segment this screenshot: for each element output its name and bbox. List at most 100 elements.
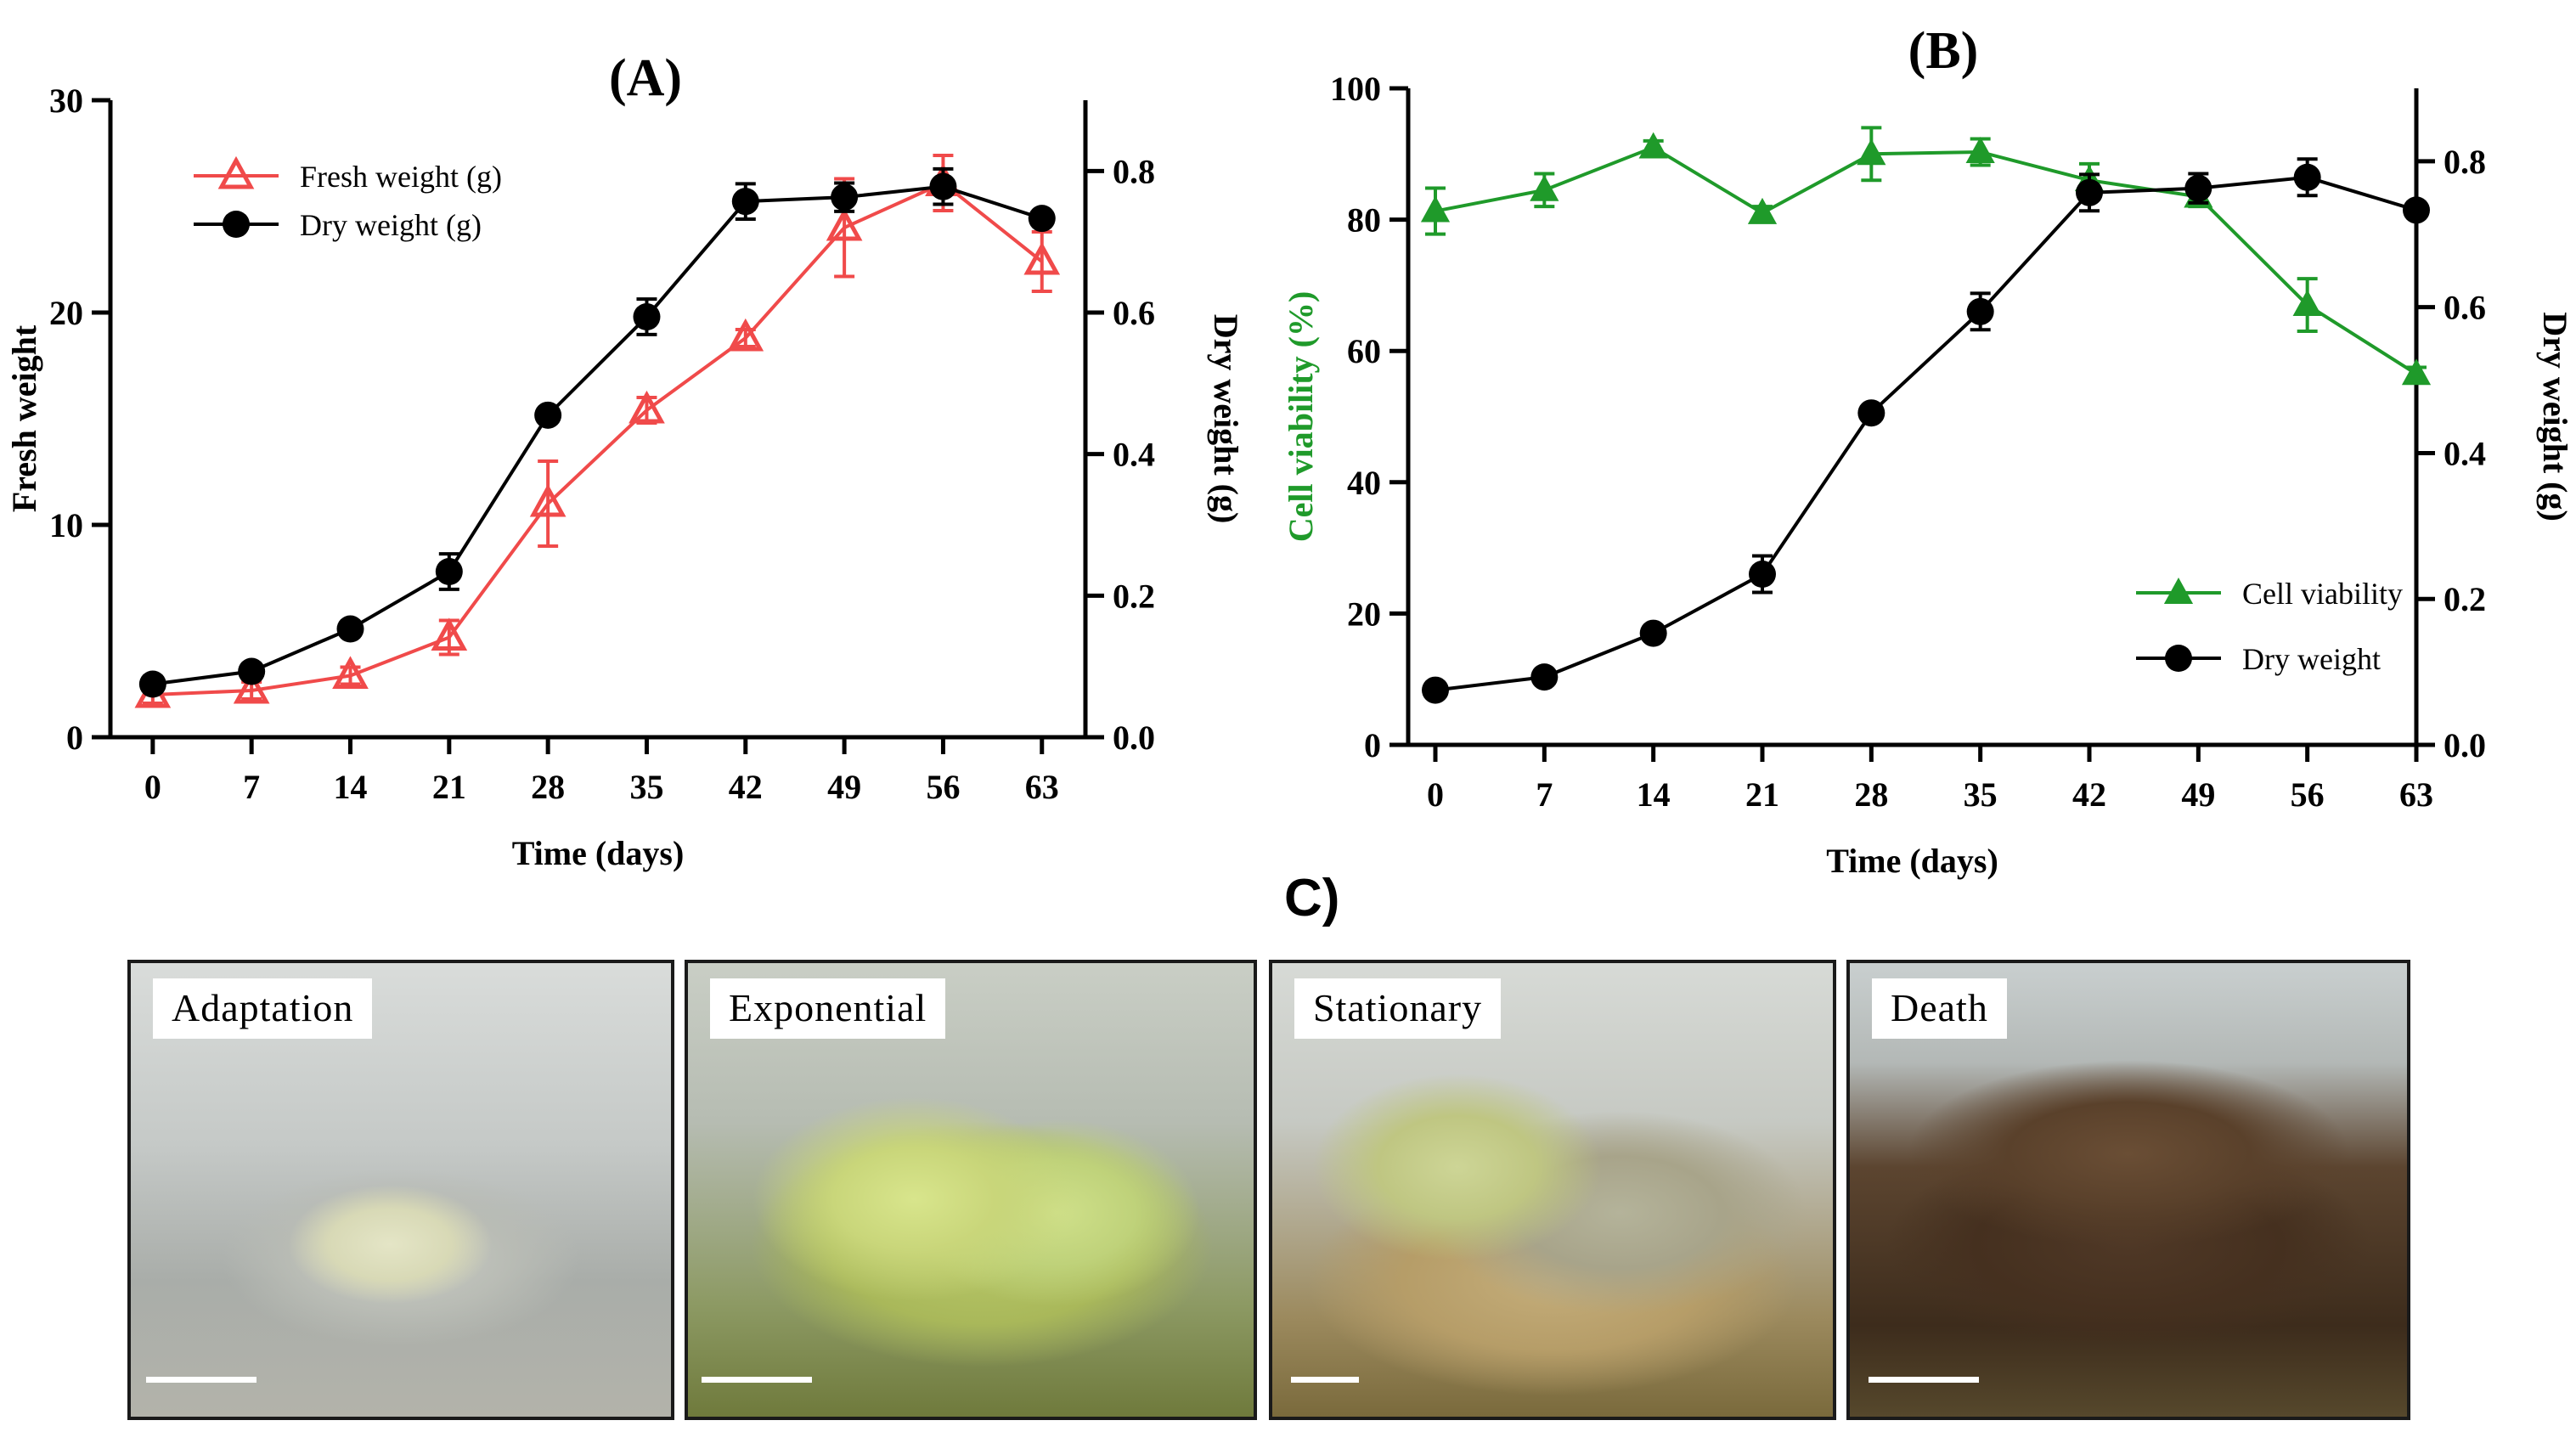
x-tick-label: 42 [729,768,763,806]
y-tick-label-left: 0 [66,719,83,757]
legend-marker [223,211,250,238]
legend-marker [2165,645,2192,672]
series-line [152,184,1043,686]
scale-bar [1291,1377,1359,1383]
x-tick-label: 35 [629,768,663,806]
x-tick-label: 21 [1745,775,1779,814]
data-point [1530,663,1559,691]
data-point [332,656,369,689]
legend-label: Fresh weight (g) [300,160,502,194]
x-tick-label: 7 [1536,775,1553,814]
chart-title: (A) [609,49,682,107]
data-point [2292,290,2322,317]
data-point [2184,174,2212,202]
y-tick-label-right: 0.6 [1113,294,1155,332]
data-point [2403,196,2430,224]
data-point [731,188,759,216]
legend-label: Dry weight (g) [300,208,482,242]
y-tick-label-right: 0.0 [1113,719,1155,757]
photo-exponential: Exponential [685,960,1257,1420]
data-point [831,183,859,211]
y-axis-label-right: Dry weight (g) [1207,314,1245,524]
series-line [1435,175,2417,692]
x-tick-label: 14 [334,768,368,806]
y-tick-label-left: 30 [49,82,83,120]
data-point [1028,205,1056,233]
y-tick-label-left: 100 [1330,70,1381,108]
y-tick-label-right: 0.6 [2444,289,2486,327]
legend-marker [2163,578,2194,604]
data-point [929,172,957,200]
y-tick-label-right: 0.2 [2444,580,2486,618]
x-tick-label: 0 [1427,775,1444,814]
chart-b: 0 7 14 21 28 35 42 49 56 63 0 20 40 60 80 100 0.0 0.2 0.4 0… [1282,22,2574,880]
y-axis-label-left: Cell viability (%) [1282,291,1320,543]
x-tick-label: 49 [827,768,861,806]
y-axis-label-left: Fresh weight [5,324,43,512]
x-tick-label: 21 [432,768,466,806]
x-tick-label: 0 [144,768,161,806]
photo-label-exponential: Exponential [710,978,946,1039]
y-tick-label-left: 10 [49,506,83,544]
data-point [2076,178,2103,206]
y-tick-label-left: 20 [49,294,83,332]
data-point [727,318,764,352]
x-tick-label: 49 [2181,775,2215,814]
y-tick-label-right: 0.4 [1113,436,1155,474]
series-line [1435,145,2418,375]
legend-label: Dry weight [2242,642,2381,676]
data-point [628,390,665,424]
data-point [336,615,364,643]
x-tick-label: 63 [1025,768,1059,806]
y-tick-label-left: 60 [1347,332,1381,370]
panel-c-label: C) [1284,869,1340,927]
x-tick-label: 56 [926,768,960,806]
series-line [152,181,1044,696]
legend-marker [217,155,255,189]
y-tick-label-left: 40 [1347,464,1381,502]
figure-charts: 0 7 14 21 28 35 42 49 56 63 0 10 20 30 0.0 0.2 0.4 0.6 0.8… [5,22,2574,880]
photo-label-death: Death [1872,978,2007,1039]
y-tick-label-right: 0.0 [2444,726,2486,764]
chart-title: (B) [1908,22,1979,80]
data-point [826,207,863,241]
photo-label-adaptation: Adaptation [153,978,373,1039]
data-point [1530,174,1559,201]
data-point [435,558,463,585]
data-point [1023,241,1061,275]
data-point [1747,197,1778,224]
x-tick-label: 28 [1854,775,1888,814]
photo-label-stationary: Stationary [1294,978,1502,1039]
data-point [1965,136,1995,163]
data-point [1639,619,1667,647]
x-tick-label: 56 [2291,775,2325,814]
data-point [529,483,566,517]
y-tick-label-right: 0.2 [1113,577,1155,615]
scale-bar [1869,1377,1979,1383]
y-tick-label-right: 0.4 [2444,434,2486,472]
data-point [1420,195,1451,223]
data-point [534,401,562,429]
data-point [2293,163,2321,191]
data-point [633,303,661,330]
x-axis-label: Time (days) [512,834,685,872]
x-axis-label: Time (days) [1826,842,1998,880]
y-tick-label-left: 80 [1347,201,1381,240]
data-point [431,617,468,651]
data-point [238,657,266,685]
data-point [1749,561,1776,589]
photo-death: Death [1846,960,2410,1420]
x-tick-label: 7 [243,768,260,806]
data-point [1638,132,1668,159]
photo-stationary: Stationary [1269,960,1836,1420]
data-point [233,670,270,704]
y-tick-label-right: 0.8 [2444,143,2486,181]
y-tick-label-left: 20 [1347,595,1381,633]
x-tick-label: 28 [531,768,565,806]
scale-bar [702,1377,812,1383]
x-tick-label: 35 [1964,775,1998,814]
x-tick-label: 14 [1637,775,1671,814]
data-point [1857,399,1885,427]
y-axis-label-right: Dry weight (g) [2536,312,2574,521]
data-point [138,670,166,698]
